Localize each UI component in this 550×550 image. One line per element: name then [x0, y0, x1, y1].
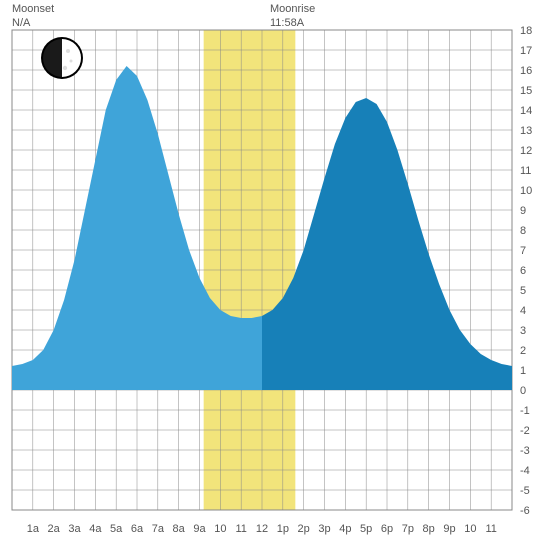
moon-phase-icon	[40, 36, 84, 80]
svg-text:-3: -3	[520, 445, 530, 457]
svg-text:17: 17	[520, 45, 532, 57]
svg-text:7a: 7a	[152, 523, 165, 535]
svg-text:7: 7	[520, 245, 526, 257]
svg-text:-1: -1	[520, 405, 530, 417]
svg-text:6p: 6p	[381, 523, 393, 535]
svg-text:6a: 6a	[131, 523, 144, 535]
svg-text:0: 0	[520, 385, 526, 397]
svg-text:6: 6	[520, 265, 526, 277]
svg-text:18: 18	[520, 25, 532, 37]
svg-text:11: 11	[485, 523, 496, 535]
svg-text:9: 9	[520, 205, 526, 217]
svg-text:11: 11	[235, 523, 246, 535]
svg-text:3p: 3p	[318, 523, 330, 535]
svg-text:2a: 2a	[48, 523, 61, 535]
svg-text:12: 12	[256, 523, 268, 535]
svg-text:10: 10	[520, 185, 532, 197]
svg-text:10: 10	[214, 523, 226, 535]
svg-text:15: 15	[520, 85, 532, 97]
svg-text:4p: 4p	[339, 523, 351, 535]
svg-text:12: 12	[520, 145, 532, 157]
svg-text:-2: -2	[520, 425, 530, 437]
svg-text:1a: 1a	[27, 523, 40, 535]
svg-text:2p: 2p	[298, 523, 310, 535]
svg-text:9p: 9p	[443, 523, 455, 535]
svg-text:11: 11	[520, 165, 531, 177]
svg-text:8a: 8a	[173, 523, 186, 535]
svg-text:8p: 8p	[423, 523, 435, 535]
svg-text:3a: 3a	[68, 523, 81, 535]
svg-text:-4: -4	[520, 465, 530, 477]
svg-text:5a: 5a	[110, 523, 123, 535]
svg-text:1: 1	[520, 365, 526, 377]
svg-text:3: 3	[520, 325, 526, 337]
svg-text:13: 13	[520, 125, 532, 137]
svg-text:-6: -6	[520, 505, 530, 517]
svg-text:5: 5	[520, 285, 526, 297]
svg-text:8: 8	[520, 225, 526, 237]
svg-text:7p: 7p	[402, 523, 414, 535]
svg-text:9a: 9a	[193, 523, 206, 535]
tide-chart-container: Moonset N/A Moonrise 11:58A -6-5-4-3-2-1…	[0, 0, 550, 550]
svg-text:14: 14	[520, 105, 532, 117]
svg-text:2: 2	[520, 345, 526, 357]
svg-text:16: 16	[520, 65, 532, 77]
svg-text:10: 10	[464, 523, 476, 535]
svg-text:4a: 4a	[89, 523, 102, 535]
svg-text:4: 4	[520, 305, 526, 317]
svg-text:5p: 5p	[360, 523, 372, 535]
svg-text:-5: -5	[520, 485, 530, 497]
tide-chart-plot: -6-5-4-3-2-10123456789101112131415161718…	[0, 0, 550, 550]
svg-text:1p: 1p	[277, 523, 289, 535]
